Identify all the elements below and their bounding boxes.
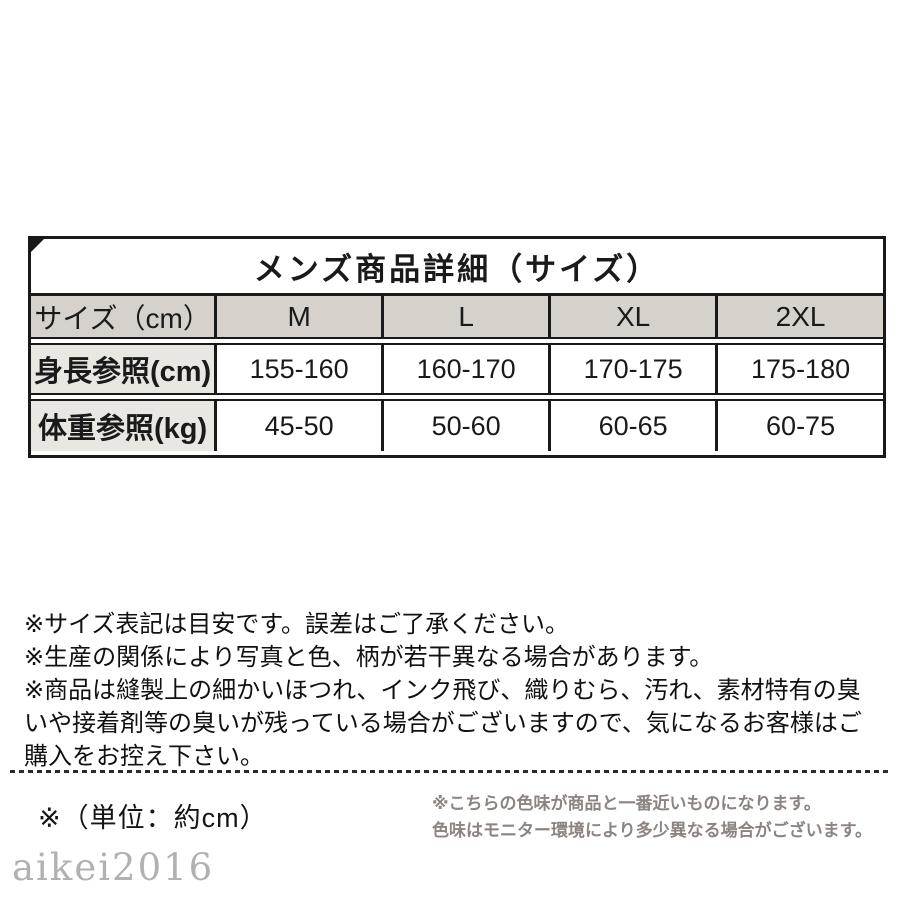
table-title-row: メンズ商品詳細（サイズ） [31, 243, 883, 289]
unit-note: ※（単位：約cm） [38, 803, 268, 833]
row-label-weight: 体重参照(kg) [31, 399, 215, 451]
header-cell-m: M [214, 293, 382, 339]
height-value-m: 155-160 [214, 343, 382, 395]
monitor-color-note-line2: 色味はモニター環境により多少異なる場合がございます。 [432, 821, 872, 840]
seller-watermark: aikei2016 [12, 846, 215, 889]
table-row-height: 身長参照(cm) 155-160 160-170 170-175 175-180 [31, 343, 883, 395]
monitor-color-note: ※こちらの色味が商品と一番近いものになります。 色味はモニター環境により多少異な… [432, 790, 892, 844]
corner-fold-decoration [31, 239, 44, 252]
header-cell-2xl: 2XL [715, 293, 883, 339]
weight-value-xl: 60-65 [548, 399, 716, 451]
height-value-2xl: 175-180 [715, 343, 883, 395]
height-value-xl: 170-175 [548, 343, 716, 395]
size-table: メンズ商品詳細（サイズ） サイズ（cm） M L XL 2XL 身長参照(cm)… [31, 239, 883, 455]
note-color-pattern: ※生産の関係により写真と色、柄が若干異なる場合があります。 [24, 644, 714, 671]
header-cell-xl: XL [548, 293, 716, 339]
size-table-container: メンズ商品詳細（サイズ） サイズ（cm） M L XL 2XL 身長参照(cm)… [28, 236, 886, 458]
table-header-row: サイズ（cm） M L XL 2XL [31, 293, 883, 339]
monitor-color-note-line1: ※こちらの色味が商品と一番近いものになります。 [432, 794, 821, 813]
table-title: メンズ商品詳細（サイズ） [31, 243, 883, 289]
header-cell-size: サイズ（cm） [31, 293, 215, 339]
table-row-weight: 体重参照(kg) 45-50 50-60 60-65 60-75 [31, 399, 883, 451]
weight-value-l: 50-60 [381, 399, 549, 451]
note-size-tolerance: ※サイズ表記は目安です。誤差はご了承ください。 [24, 611, 569, 638]
note-product-condition: ※商品は縫製上の細かいほつれ、インク飛び、織りむら、汚れ、素材特有の臭いや接着剤… [24, 677, 862, 770]
dashed-divider [10, 770, 890, 773]
header-cell-l: L [381, 293, 549, 339]
weight-value-2xl: 60-75 [715, 399, 883, 451]
weight-value-m: 45-50 [214, 399, 382, 451]
disclaimer-notes: ※サイズ表記は目安です。誤差はご了承ください。 ※生産の関係により写真と色、柄が… [24, 608, 884, 773]
height-value-l: 160-170 [381, 343, 549, 395]
row-label-height: 身長参照(cm) [31, 343, 215, 395]
